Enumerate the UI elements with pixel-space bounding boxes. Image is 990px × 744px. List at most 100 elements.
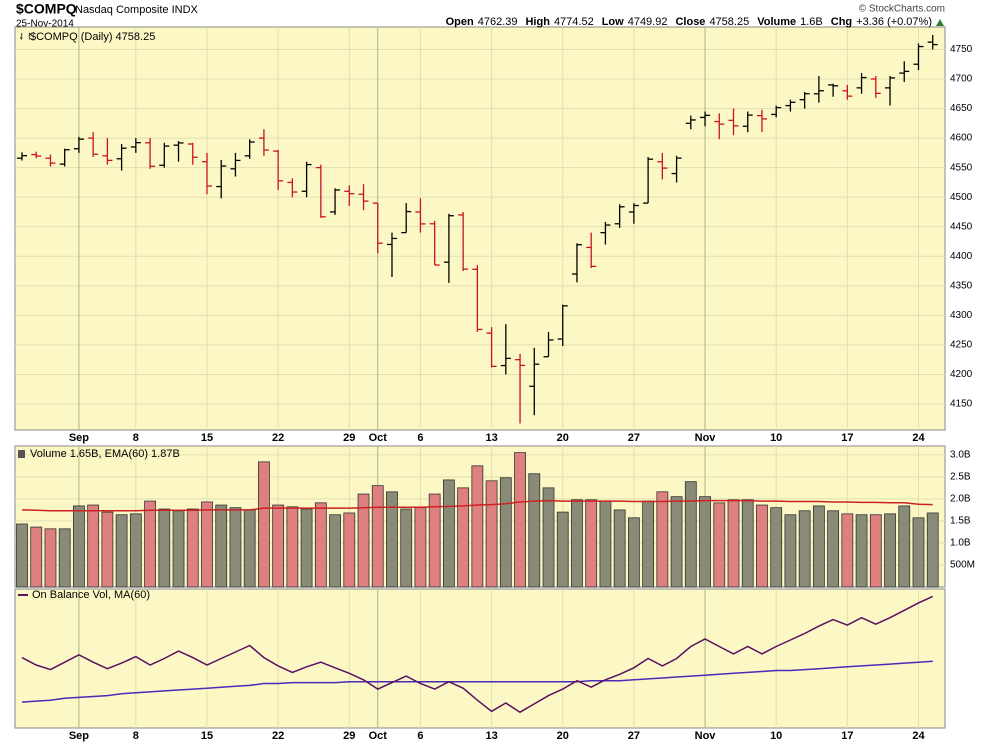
x-tick-label: 20	[557, 432, 569, 444]
y-tick-label: 4250	[950, 340, 973, 351]
volume-bar	[699, 496, 711, 588]
volume-bar	[926, 512, 939, 588]
volume-bar	[442, 479, 455, 588]
x-tick-label: 29	[343, 432, 355, 444]
volume-bar	[741, 499, 754, 588]
y-tick-label: 500M	[950, 560, 975, 571]
volume-bar	[528, 473, 541, 588]
volume-bar	[58, 528, 71, 588]
volume-bar	[87, 504, 100, 588]
volume-bar	[713, 502, 726, 588]
volume-bar	[784, 514, 797, 588]
x-tick-label: 10	[770, 730, 782, 742]
volume-bar	[457, 487, 470, 588]
quote-value: 4758.25	[709, 16, 749, 28]
obv-panel	[14, 588, 946, 729]
x-tick-label: 15	[201, 730, 213, 742]
x-tick-label: 17	[841, 432, 853, 444]
quote-label: Chg	[831, 16, 852, 28]
x-tick-label: 24	[912, 730, 925, 742]
volume-bar	[243, 509, 256, 588]
x-tick-label: 27	[628, 432, 640, 444]
x-tick-label: 27	[628, 730, 640, 742]
y-tick-label: 4450	[950, 221, 973, 232]
quote-label: Volume	[757, 16, 796, 28]
quote-label: Open	[446, 16, 474, 28]
change-arrow	[936, 19, 944, 26]
y-tick-label: 4600	[950, 133, 973, 144]
y-tick-label: 4200	[950, 369, 973, 380]
quote-value: 1.6B	[800, 16, 823, 28]
volume-bar	[684, 481, 697, 588]
volume-bar	[371, 485, 384, 588]
volume-bar	[670, 496, 683, 588]
volume-bar	[172, 510, 185, 588]
ema-line	[21, 499, 933, 512]
quote-value: +3.36 (+0.07%)	[856, 16, 932, 28]
volume-bar	[514, 452, 526, 588]
y-tick-label: 4700	[950, 74, 973, 85]
volume-bar	[44, 528, 57, 588]
volume-bar	[912, 517, 925, 588]
volume-bar	[770, 507, 783, 588]
quote-label: Close	[675, 16, 705, 28]
volume-bar	[798, 510, 811, 588]
price-icon: ⇃↾	[18, 31, 33, 41]
y-tick-label: 4300	[950, 310, 973, 321]
x-tick-label: Nov	[695, 730, 717, 742]
volume-bar	[158, 508, 171, 588]
volume-bar	[727, 499, 740, 588]
x-tick-label: Nov	[695, 432, 717, 444]
x-tick-label: 17	[841, 730, 853, 742]
x-tick-label: 15	[201, 432, 213, 444]
volume-bar	[841, 513, 854, 588]
x-tick-label: 6	[417, 432, 423, 444]
volume-bar	[627, 517, 640, 588]
y-tick-label: 4150	[950, 399, 973, 410]
x-tick-label: Oct	[369, 730, 388, 742]
volume-bar	[414, 507, 427, 588]
volume-bar	[144, 500, 156, 588]
volume-bar	[485, 480, 498, 588]
obv-line	[21, 595, 934, 714]
x-tick-label: 6	[417, 730, 423, 742]
volume-bar	[286, 506, 299, 588]
y-tick-label: 2.5B	[950, 471, 971, 482]
x-tick-label: 20	[557, 730, 569, 742]
volume-icon	[18, 450, 25, 458]
volume-bar	[855, 514, 868, 588]
volume-bar	[115, 514, 128, 588]
volume-bar	[642, 500, 655, 588]
volume-bar	[756, 504, 768, 588]
volume-bar	[30, 526, 43, 588]
x-tick-label: Sep	[69, 730, 89, 742]
y-tick-label: 1.5B	[950, 516, 971, 527]
volume-bar	[343, 512, 356, 588]
ma-line	[21, 660, 933, 703]
x-tick-label: 29	[343, 730, 355, 742]
quote-value: 4749.92	[628, 16, 668, 28]
volume-bar	[556, 511, 569, 588]
volume-bar	[898, 505, 911, 588]
volume-bar	[499, 477, 512, 588]
y-tick-label: 4350	[950, 280, 973, 291]
volume-bar	[613, 509, 626, 588]
volume-bar	[300, 508, 313, 588]
volume-bar	[585, 499, 598, 588]
volume-bar	[571, 499, 583, 588]
y-tick-label: 1.0B	[950, 538, 971, 549]
volume-bar	[186, 508, 199, 588]
y-tick-label: 3.0B	[950, 449, 971, 460]
y-tick-label: 4400	[950, 251, 973, 262]
y-tick-label: 2.0B	[950, 494, 971, 505]
volume-bar	[129, 513, 142, 588]
volume-legend: Volume 1.65B, EMA(60) 1.87B	[30, 448, 180, 460]
y-tick-label: 4650	[950, 103, 973, 114]
x-tick-label: 13	[485, 730, 497, 742]
volume-bar	[73, 505, 85, 588]
x-tick-label: 8	[133, 730, 139, 742]
volume-bar	[272, 504, 285, 588]
volume-bar	[599, 500, 612, 588]
x-tick-label: Sep	[69, 432, 89, 444]
